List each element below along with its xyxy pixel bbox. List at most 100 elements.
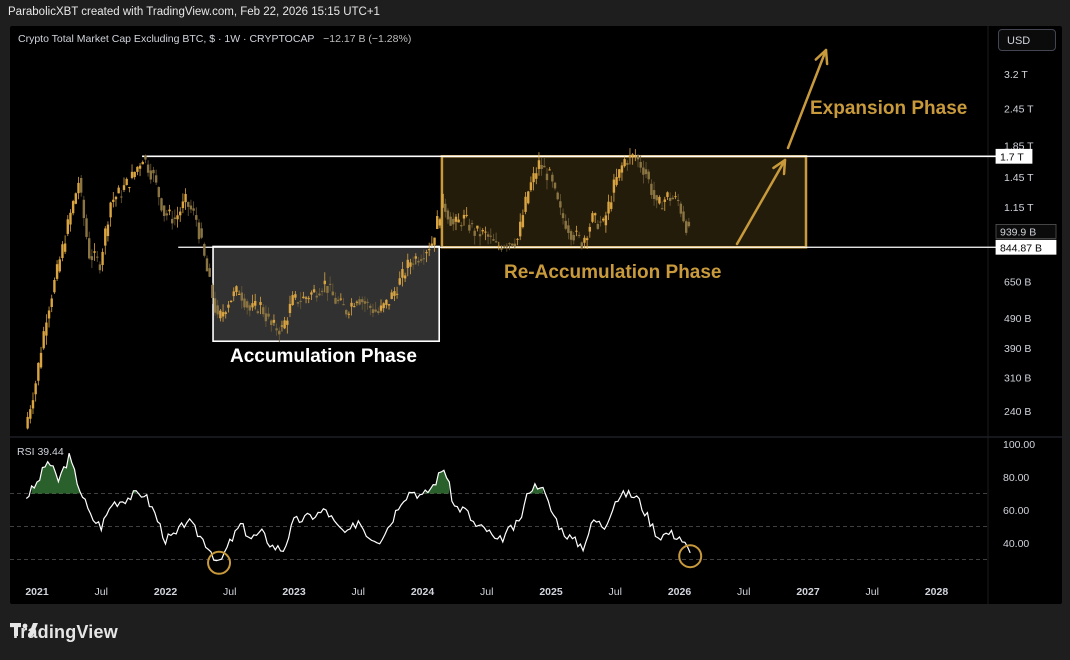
candle: [47, 310, 51, 319]
candle: [50, 298, 53, 307]
candle: [674, 196, 677, 198]
candle: [85, 218, 88, 237]
candle: [318, 293, 321, 296]
candle: [401, 269, 404, 278]
candle: [39, 352, 43, 368]
candle: [213, 298, 217, 313]
candle: [192, 208, 195, 211]
candle: [679, 203, 683, 214]
candle: [125, 178, 128, 186]
candle: [31, 400, 35, 409]
price-axis-tick: 490 B: [1004, 313, 1031, 325]
candle: [543, 165, 546, 168]
candle: [162, 205, 166, 216]
rsi-axis-tick: 100.00: [1003, 439, 1035, 451]
candle: [470, 223, 474, 225]
candle: [532, 173, 535, 183]
candle: [379, 305, 383, 311]
candle: [101, 251, 104, 265]
candle: [179, 211, 182, 216]
expansion-phase-label: Expansion Phase: [810, 98, 967, 119]
candle: [465, 214, 468, 216]
candle: [251, 303, 254, 308]
candle: [417, 260, 420, 263]
candle: [583, 237, 586, 243]
candle: [299, 300, 302, 302]
time-axis-tick: Jul: [737, 586, 750, 598]
candle: [433, 237, 436, 245]
candle: [203, 243, 206, 256]
candle: [604, 215, 608, 226]
candle: [419, 259, 423, 261]
candle: [312, 289, 316, 293]
candle: [556, 192, 559, 200]
candle: [636, 155, 640, 160]
candle: [138, 165, 142, 169]
candle: [229, 300, 233, 303]
time-axis-tick: Jul: [95, 586, 108, 598]
candle: [69, 212, 72, 225]
candle: [644, 169, 648, 175]
candle: [398, 278, 401, 285]
candle: [615, 176, 618, 185]
currency-button[interactable]: USD: [998, 29, 1056, 51]
candle: [626, 162, 629, 165]
candle: [253, 300, 257, 306]
candle: [208, 268, 211, 277]
price-axis-tick: 390 B: [1004, 343, 1031, 355]
candle: [393, 291, 396, 296]
candle: [278, 330, 281, 335]
candle: [195, 215, 198, 220]
candle: [173, 217, 177, 219]
expansion-arrow-shaft: [786, 48, 828, 150]
candle: [682, 211, 685, 222]
candle: [237, 293, 241, 295]
candle: [366, 301, 369, 303]
candle: [529, 182, 533, 191]
candle: [286, 320, 289, 325]
candle: [663, 199, 666, 202]
candle: [444, 203, 447, 212]
candle: [336, 299, 340, 302]
candle: [160, 198, 163, 211]
candle: [441, 193, 444, 208]
candle: [128, 187, 131, 189]
candle: [133, 171, 136, 178]
chart-canvas[interactable]: Accumulation Phase Re-Accumulation Phase E…: [10, 26, 1062, 604]
candle: [602, 218, 605, 221]
chart-change: −12.17 B (−1.28%): [323, 33, 412, 45]
rsi-circle-marker: [207, 550, 232, 575]
candle: [642, 167, 645, 175]
time-axis-tick: 2025: [539, 586, 563, 598]
price-label-box: [995, 239, 1057, 255]
candle: [302, 296, 305, 299]
rsi-label: RSI 39.44: [17, 446, 64, 458]
candle: [283, 320, 286, 329]
candle: [676, 199, 680, 201]
candle: [291, 295, 294, 306]
candle: [122, 185, 126, 190]
price-axis-tick: 1.45 T: [1004, 172, 1034, 184]
price-axis-tick: 240 B: [1004, 406, 1031, 418]
candle: [634, 156, 637, 158]
candle: [551, 174, 554, 182]
candle: [53, 279, 56, 293]
price-axis-tick: 2.45 T: [1004, 104, 1034, 116]
candle: [353, 306, 356, 308]
candle: [42, 331, 45, 349]
candle: [486, 234, 490, 237]
candle: [130, 171, 134, 178]
candle: [395, 293, 399, 295]
candle: [684, 221, 688, 233]
candle: [154, 175, 158, 183]
price-label-box: [995, 223, 1057, 239]
candle: [168, 209, 171, 212]
candle: [612, 179, 616, 193]
candle: [510, 243, 514, 246]
candle: [607, 201, 610, 214]
candle: [567, 225, 570, 233]
candle: [462, 214, 466, 219]
accumulation-box: [212, 245, 441, 343]
candle: [71, 201, 75, 214]
candle: [96, 256, 99, 258]
